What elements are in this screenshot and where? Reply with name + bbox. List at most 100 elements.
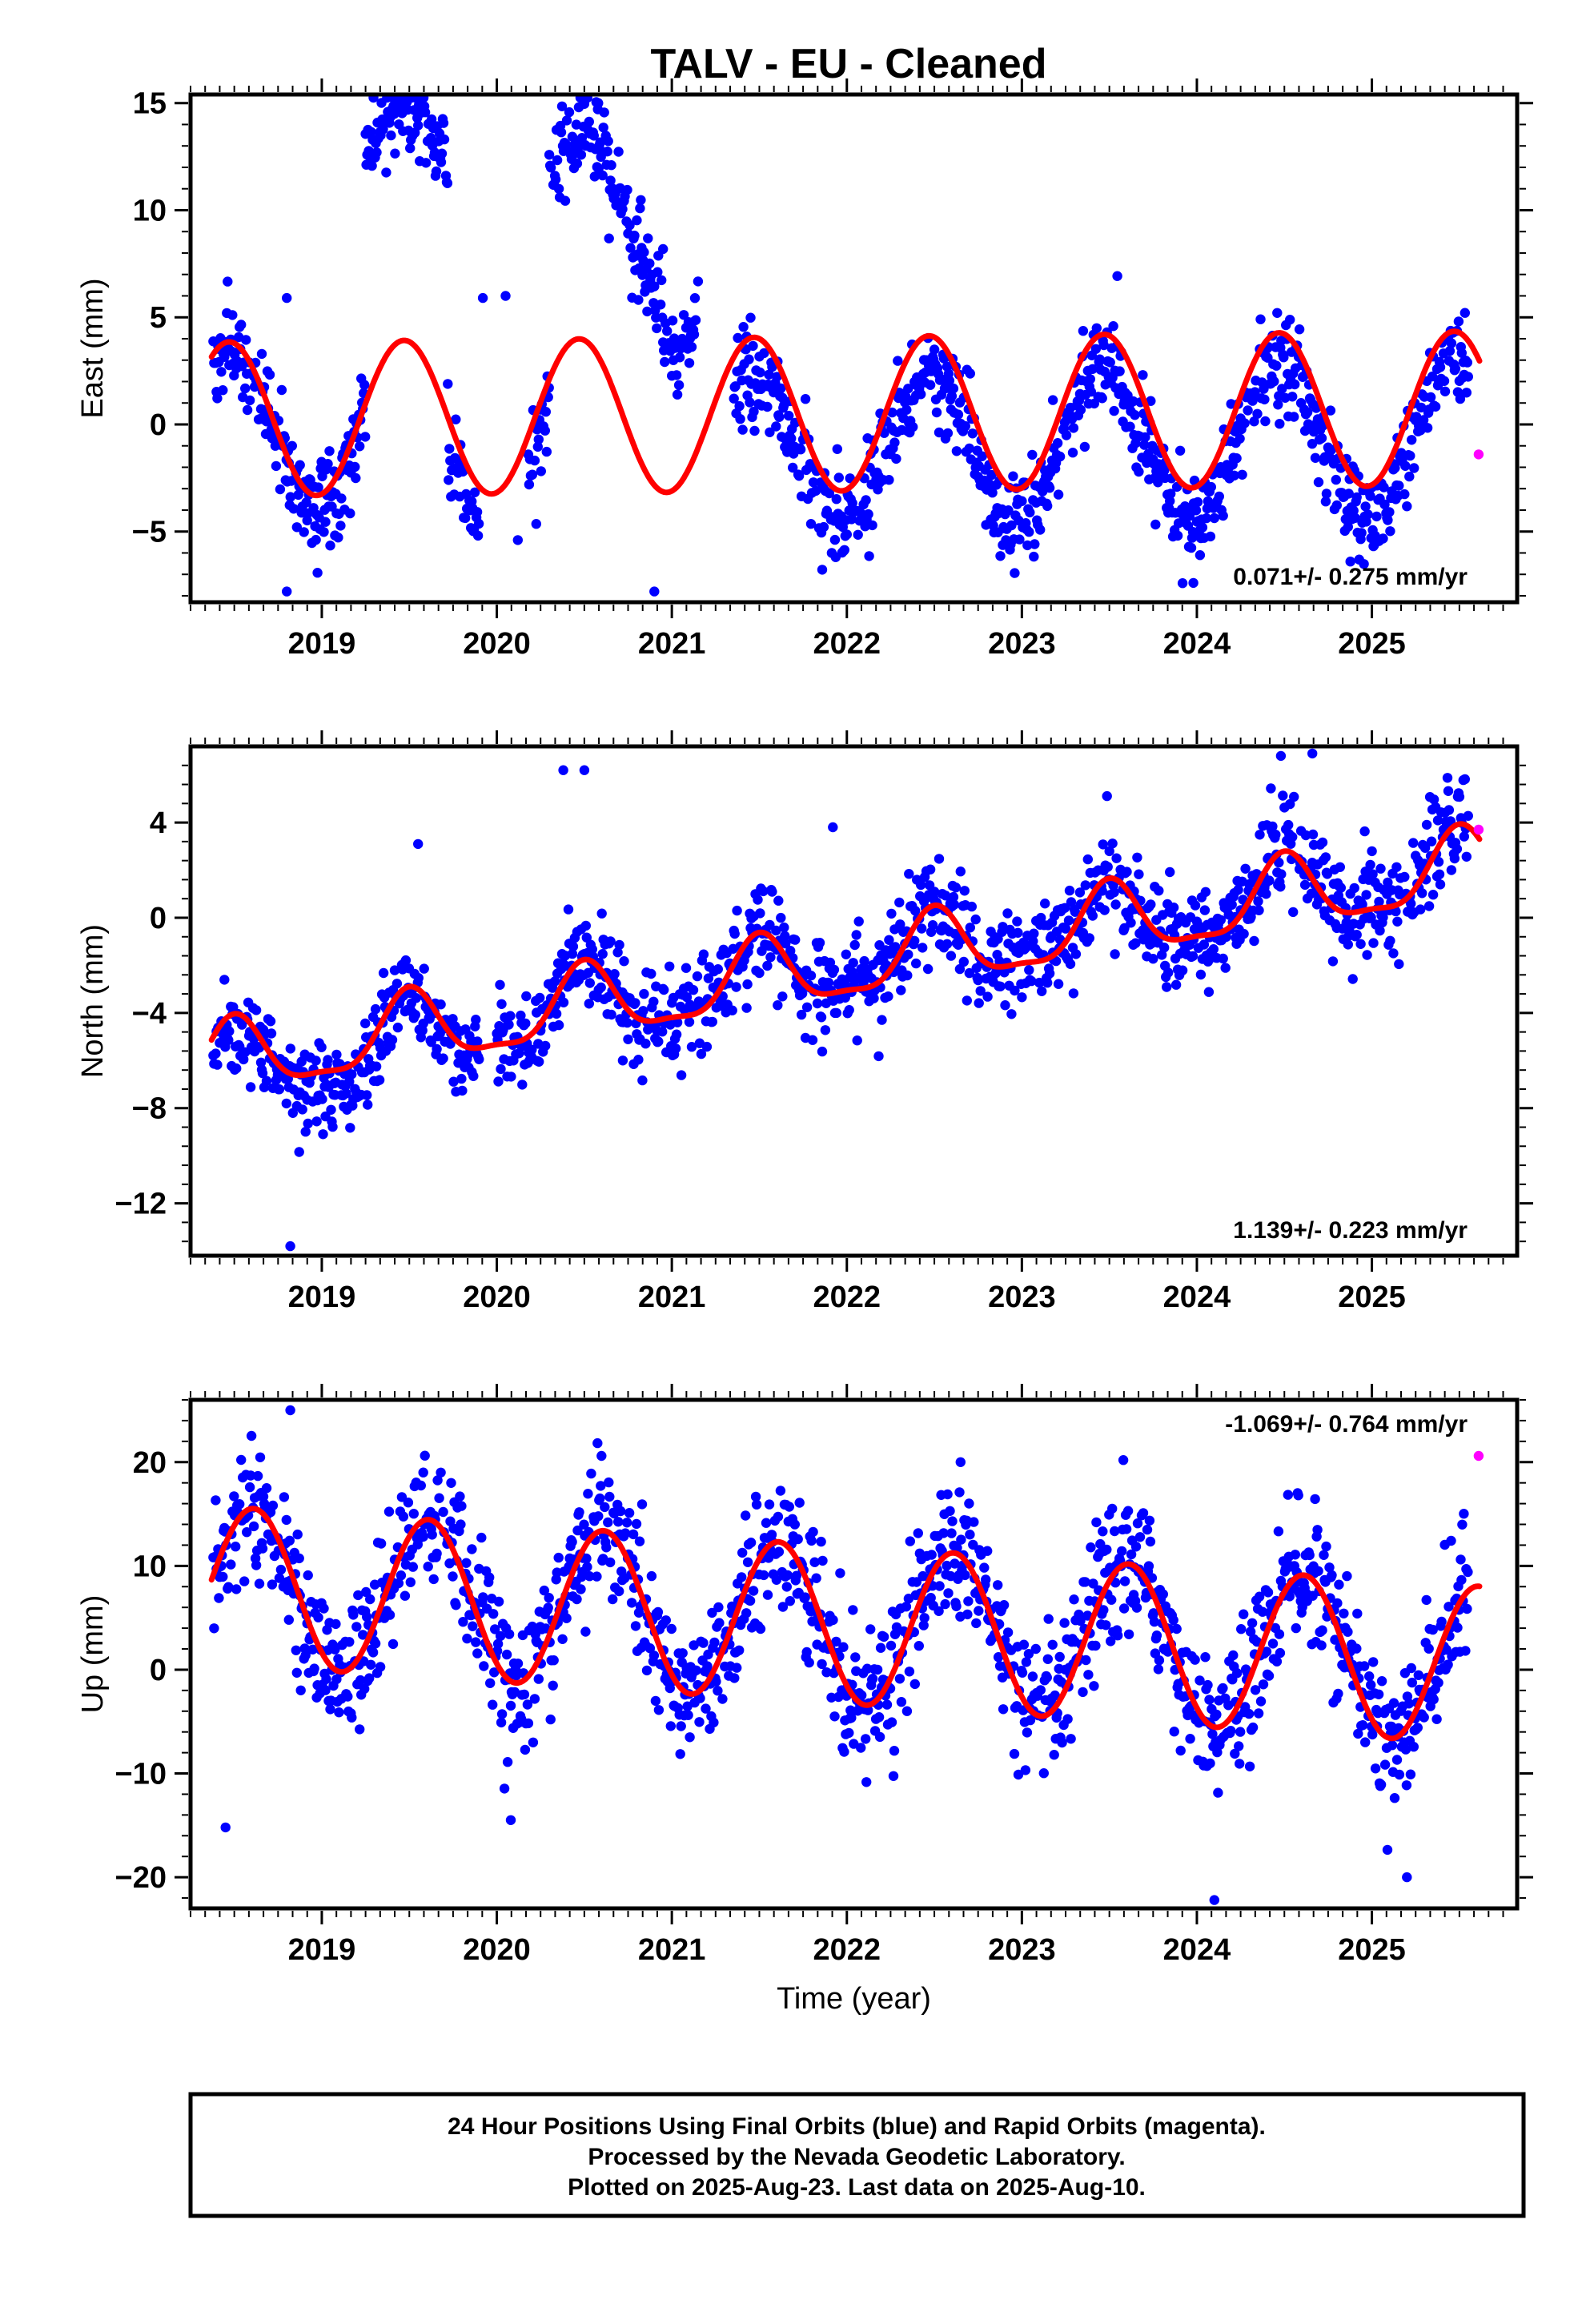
east-point-113 (312, 568, 323, 578)
north-point-437 (619, 956, 629, 967)
east-point-735 (953, 409, 964, 420)
up-point-736 (874, 1731, 885, 1743)
north-point-1141 (1264, 875, 1275, 886)
up-y-tick-label-0: −20 (115, 1861, 167, 1895)
up-point-408 (582, 1562, 592, 1572)
east-axis-ticks (175, 78, 1533, 618)
up-point-939 (1059, 1618, 1070, 1628)
north-point-373 (563, 904, 574, 915)
up-point-185 (375, 1538, 387, 1549)
up-point-584 (741, 1510, 751, 1521)
east-point-17 (223, 276, 233, 287)
up-point-1306 (1379, 1759, 1391, 1770)
north-point-328 (520, 1018, 531, 1029)
north-point-811 (965, 923, 976, 933)
north-point-708 (873, 1051, 884, 1062)
up-point-485 (652, 1606, 664, 1618)
up-x-tick-label-5: 2024 (1163, 1933, 1231, 1967)
east-rapid-point-0 (1473, 449, 1484, 460)
north-point-110 (311, 1055, 321, 1066)
east-point-531 (765, 427, 775, 437)
up-point-876 (998, 1704, 1009, 1715)
up-point-345 (528, 1737, 539, 1747)
up-point-1283 (1358, 1720, 1368, 1731)
east-point-893 (1097, 393, 1107, 404)
up-point-836 (962, 1609, 973, 1620)
east-point-1113 (1294, 324, 1305, 335)
up-point-173 (366, 1659, 376, 1670)
north-point-54 (257, 1068, 268, 1079)
east-point-240 (420, 107, 431, 118)
east-point-1263 (1430, 401, 1441, 412)
north-x-tick-label-6: 2025 (1338, 1281, 1406, 1314)
north-point-720 (883, 991, 893, 1002)
up-point-265 (455, 1491, 465, 1502)
north-point-1354 (1461, 851, 1472, 862)
north-point-1360 (413, 838, 424, 850)
up-rapid-point-0 (1473, 1450, 1484, 1462)
up-point-1405 (505, 1815, 516, 1825)
north-point-988 (1134, 869, 1144, 879)
north-point-184 (374, 1075, 385, 1085)
up-point-762 (896, 1697, 907, 1707)
east-point-1179 (1351, 492, 1362, 503)
east-y-tick-label-2: 5 (150, 301, 167, 335)
up-point-65 (267, 1500, 279, 1511)
north-point-646 (820, 1025, 831, 1035)
east-rate-label: 0.071+/- 0.275 mm/yr (1233, 564, 1468, 590)
up-point-573 (732, 1663, 742, 1673)
north-point-1084 (1218, 953, 1228, 964)
up-point-989 (1102, 1544, 1112, 1555)
up-point-752 (888, 1771, 899, 1781)
north-point-291 (471, 1015, 481, 1025)
north-point-189 (378, 967, 389, 979)
up-point-500 (666, 1623, 677, 1634)
east-point-318 (540, 407, 551, 417)
up-point-1404 (220, 1822, 231, 1833)
up-point-148 (344, 1637, 355, 1647)
up-point-699 (844, 1727, 854, 1739)
east-point-466 (671, 370, 682, 380)
north-point-377 (567, 948, 578, 959)
north-point-545 (727, 1005, 737, 1015)
east-point-1063 (1249, 416, 1259, 427)
north-x-tick-label-3: 2022 (813, 1281, 881, 1314)
footer-box: 24 Hour Positions Using Final Orbits (bl… (188, 2092, 1526, 2218)
up-point-1171 (1263, 1587, 1274, 1598)
east-point-1154 (1331, 474, 1342, 485)
east-point-1005 (1195, 550, 1206, 561)
east-point-530 (764, 369, 774, 380)
north-point-852 (1006, 1009, 1017, 1019)
up-point-1398 (1459, 1509, 1469, 1519)
east-point-972 (1166, 489, 1176, 499)
east-point-1225 (1394, 480, 1404, 491)
up-point-535 (698, 1638, 709, 1648)
up-point-215 (405, 1577, 416, 1587)
north-point-858 (1013, 927, 1023, 939)
north-point-1009 (1154, 886, 1164, 896)
north-point-248 (432, 1043, 442, 1055)
east-point-266 (443, 379, 453, 389)
north-point-1282 (1392, 916, 1403, 927)
up-point-427 (600, 1502, 610, 1513)
up-point-482 (650, 1695, 661, 1707)
up-x-axis-label: Time (year) (777, 1982, 931, 2016)
up-point-1356 (1423, 1643, 1434, 1654)
north-point-1344 (1452, 843, 1463, 854)
north-point-288 (468, 1071, 479, 1082)
up-point-1407 (1118, 1455, 1129, 1466)
east-point-528 (762, 401, 773, 412)
east-point-1293 (1460, 308, 1471, 318)
up-point-580 (737, 1547, 748, 1558)
up-series-points (208, 1405, 1473, 1905)
up-point-1140 (1236, 1624, 1247, 1634)
up-point-689 (835, 1568, 845, 1578)
east-x-tick-labels: 2019 2020 2021 2022 2023 2024 2025 (288, 627, 1406, 661)
up-point-753 (889, 1746, 900, 1756)
up-point-607 (761, 1518, 772, 1528)
east-point-926 (1125, 421, 1135, 432)
north-point-914 (1065, 959, 1076, 970)
up-point-115 (313, 1612, 323, 1622)
up-point-176 (367, 1647, 379, 1658)
up-point-110 (309, 1663, 319, 1674)
